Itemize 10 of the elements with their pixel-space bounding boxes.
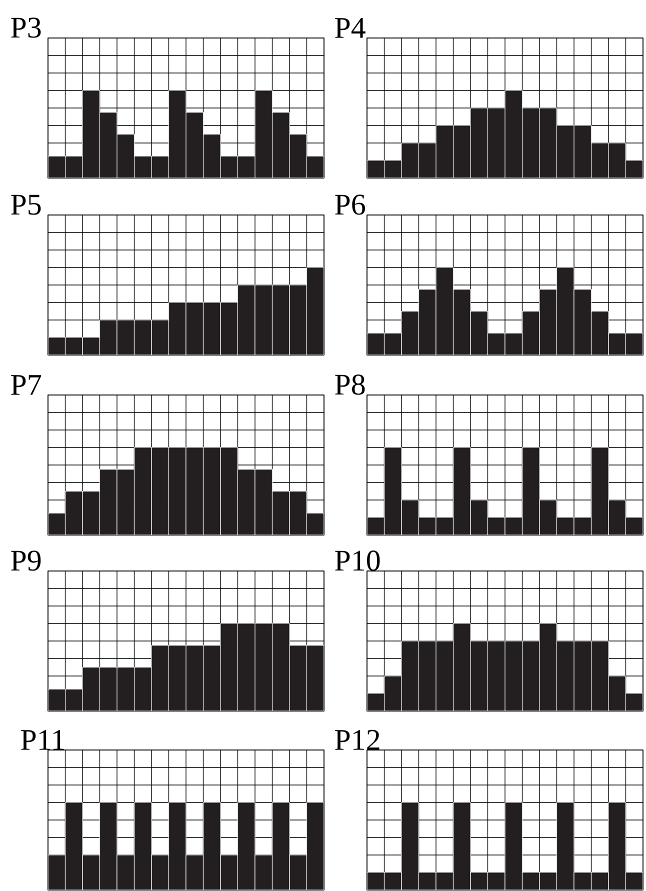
chart-title: P7: [11, 375, 42, 395]
chart-title: P4: [335, 18, 366, 38]
chart-title: P11: [21, 730, 64, 750]
chart-title: P8: [335, 374, 365, 395]
chart-title: P5: [11, 194, 41, 215]
chart-title: P3: [11, 18, 41, 38]
chart-title: P9: [11, 550, 41, 571]
chart-title: P10: [335, 550, 380, 571]
chart-title: P6: [335, 194, 365, 215]
chart-title: P12: [335, 730, 380, 750]
